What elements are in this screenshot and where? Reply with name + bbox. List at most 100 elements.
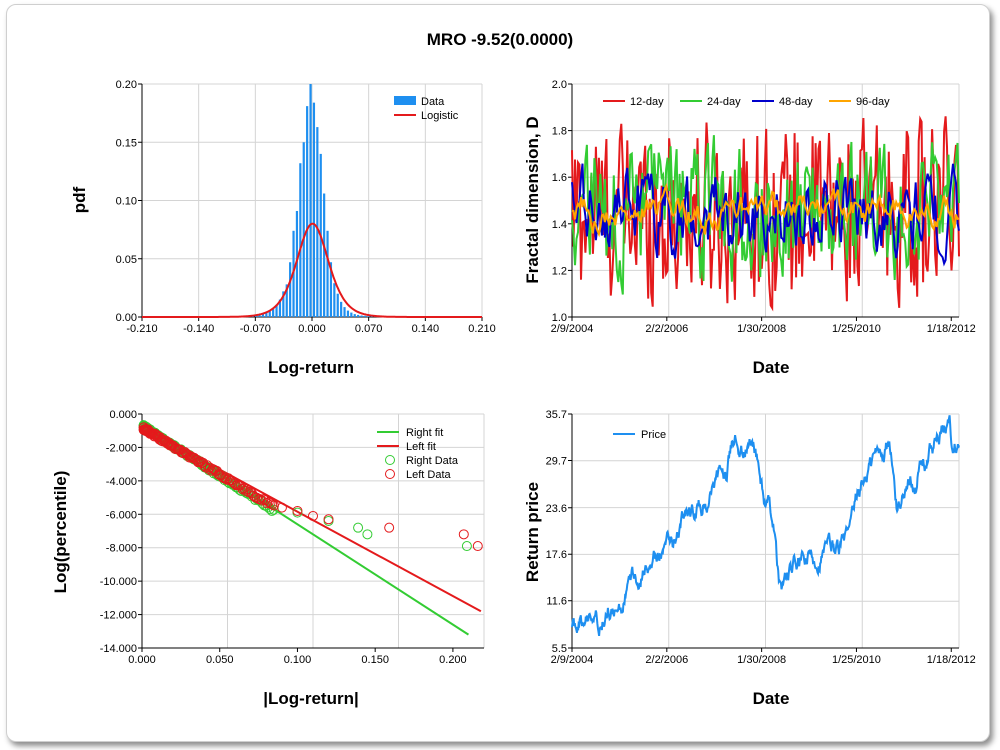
- x-tick-label: -0.070: [240, 323, 271, 335]
- x-tick-label: 0.210: [468, 323, 496, 335]
- legend-label-price: Price: [641, 429, 666, 441]
- y-axis-title: Return price: [523, 482, 542, 582]
- legend-label-24-day: 24-day: [707, 96, 741, 108]
- right-data-point: [362, 529, 373, 540]
- histogram-bar: [363, 315, 367, 317]
- page-title: MRO -9.52(0.0000): [426, 30, 574, 49]
- legend-label-12-day: 12-day: [630, 96, 664, 108]
- left-data-point: [267, 499, 278, 510]
- y-axis-title: Log(percentile): [51, 471, 70, 594]
- histogram-bar: [367, 316, 370, 317]
- x-axis-title: Log-return: [268, 358, 354, 377]
- histogram-bar: [346, 310, 350, 317]
- x-axis-title: |Log-return|: [263, 689, 358, 708]
- histogram-bar: [343, 307, 346, 317]
- fractal-series-12-day: [571, 115, 960, 312]
- y-tick-label: -8.000: [106, 543, 137, 555]
- histogram-bar: [350, 312, 353, 317]
- histogram-bar: [357, 314, 360, 317]
- legend-label-left-fit: Left fit: [406, 441, 436, 453]
- x-tick-label: 0.000: [128, 654, 156, 666]
- legend-swatch-right-data: [385, 455, 395, 465]
- fractal-panel: 2/9/2004 2/2/2006 1/30/2008 1/25/2010 1/18/2…: [523, 79, 976, 377]
- chart-frame: [6, 4, 990, 742]
- y-tick-label: 1.8: [552, 126, 567, 138]
- x-tick-label: -0.210: [126, 323, 157, 335]
- x-axis-title: Date: [753, 689, 790, 708]
- y-tick-label: 0.000: [109, 409, 137, 421]
- y-tick-label: 1.0: [552, 312, 567, 324]
- histogram-bar: [329, 262, 333, 317]
- left-data-point: [292, 505, 303, 516]
- fractal-series-96-day: [571, 182, 960, 238]
- x-tick-label: 1/18/2012: [927, 323, 976, 335]
- y-tick-label: 5.5: [552, 643, 567, 655]
- x-tick-label: 2/2/2006: [645, 654, 688, 666]
- y-tick-label: -12.000: [100, 610, 137, 622]
- histogram-bar: [309, 84, 312, 317]
- y-tick-label: 0.00: [116, 312, 137, 324]
- legend-label-right-data: Right Data: [406, 455, 459, 467]
- histogram-bar: [289, 262, 292, 317]
- histogram-bar: [295, 210, 299, 317]
- legend-swatch-data: [394, 96, 416, 105]
- histogram-bar: [340, 301, 343, 317]
- left-data-point: [323, 514, 334, 525]
- fractal-series-48-day: [571, 163, 960, 267]
- y-tick-label: 0.15: [116, 137, 137, 149]
- left-data-point: [472, 541, 483, 552]
- right-data-point: [353, 522, 364, 533]
- left-data-point: [276, 502, 287, 513]
- histogram-bar: [278, 299, 282, 317]
- right-data-point: [266, 505, 277, 516]
- tail-panel: 0.000 0.050 0.100 0.150 0.200 0.000 -2.000 -4.0…: [51, 409, 485, 708]
- y-tick-label: -2.000: [106, 442, 137, 454]
- legend-label-right-fit: Right fit: [406, 427, 443, 439]
- y-axis-title: pdf: [70, 186, 89, 213]
- y-tick-label: -4.000: [106, 476, 137, 488]
- y-tick-label: 29.7: [546, 455, 567, 467]
- fractal-series-24-day: [571, 135, 960, 295]
- histogram-bar: [272, 308, 275, 317]
- x-tick-label: 2/9/2004: [551, 654, 594, 666]
- left-data-point: [384, 522, 395, 533]
- y-axis-title: Fractal dimension, D: [523, 116, 542, 283]
- histogram-bar: [268, 311, 271, 317]
- y-tick-label: 23.6: [546, 503, 567, 515]
- left-data-point: [263, 497, 274, 508]
- price-panel: 2/9/2004 2/2/2006 1/30/2008 1/25/2010 1/18/2…: [523, 409, 976, 708]
- x-tick-label: 1/25/2010: [832, 323, 881, 335]
- price-line: [571, 415, 960, 637]
- left-data-point: [248, 490, 259, 501]
- histogram-bar: [326, 230, 329, 317]
- histogram-bar: [265, 312, 268, 317]
- histogram-bar: [333, 283, 336, 317]
- histogram-bar: [299, 163, 302, 317]
- y-tick-label: -10.000: [100, 576, 137, 588]
- left-data-point: [458, 529, 469, 540]
- left-data-point: [261, 498, 272, 509]
- x-tick-label: 2/2/2006: [645, 323, 688, 335]
- y-tick-label: 11.6: [546, 596, 567, 608]
- y-tick-label: 0.20: [116, 79, 137, 91]
- legend-label-logistic: Logistic: [421, 110, 459, 122]
- legend-label-48-day: 48-day: [779, 96, 813, 108]
- x-tick-label: 2/9/2004: [551, 323, 594, 335]
- y-tick-label: -6.000: [106, 509, 137, 521]
- x-tick-label: 1/25/2010: [832, 654, 881, 666]
- y-tick-label: 1.4: [552, 219, 567, 231]
- x-tick-label: -0.140: [183, 323, 214, 335]
- legend-label-96-day: 96-day: [856, 96, 890, 108]
- x-tick-label: 0.150: [361, 654, 389, 666]
- left-data-point: [308, 510, 318, 521]
- legend-swatch-left-data: [385, 469, 395, 479]
- x-tick-label: 0.050: [206, 654, 234, 666]
- x-tick-label: 1/30/2008: [737, 654, 786, 666]
- histogram-bar: [306, 106, 309, 317]
- histogram-bar: [336, 293, 339, 317]
- y-tick-label: -14.000: [100, 643, 137, 655]
- x-axis-title: Date: [753, 358, 790, 377]
- x-tick-label: 0.200: [439, 654, 467, 666]
- histogram-bar: [282, 291, 285, 317]
